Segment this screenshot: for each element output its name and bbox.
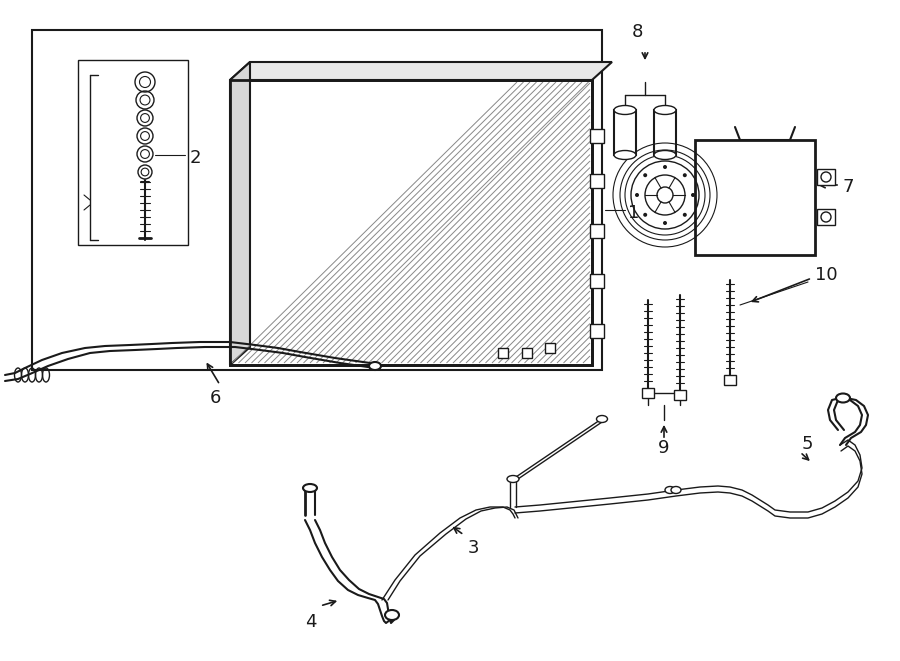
Circle shape [635,193,639,197]
Text: 1: 1 [628,204,639,222]
Ellipse shape [654,151,676,159]
Circle shape [644,173,647,177]
Text: 10: 10 [815,266,838,284]
Bar [78,60,188,245]
Bar [654,110,676,155]
Bar [498,348,508,358]
Bar [642,388,654,398]
Bar [590,224,604,238]
Circle shape [663,165,667,169]
Circle shape [683,213,687,217]
Bar [230,80,592,365]
Bar [695,140,815,255]
Ellipse shape [507,475,519,483]
Bar [590,174,604,188]
Circle shape [691,193,695,197]
Bar [817,209,835,225]
Bar [817,169,835,185]
Text: 4: 4 [305,613,317,631]
Circle shape [644,213,647,217]
Text: 9: 9 [658,439,670,457]
Text: 7: 7 [843,178,854,196]
Ellipse shape [665,486,675,494]
Bar [590,274,604,288]
Ellipse shape [671,486,681,494]
Polygon shape [230,62,250,365]
Ellipse shape [614,106,636,114]
Bar [230,80,592,365]
Ellipse shape [654,106,676,114]
Bar [522,348,532,358]
Circle shape [683,173,687,177]
Ellipse shape [385,610,399,620]
Text: 5: 5 [802,435,814,453]
Circle shape [663,221,667,225]
Polygon shape [230,62,612,80]
Text: 6: 6 [210,389,221,407]
Ellipse shape [369,362,381,370]
Ellipse shape [836,393,850,403]
Bar [32,30,602,370]
Ellipse shape [614,151,636,159]
Bar [674,390,686,400]
Text: 8: 8 [631,23,643,41]
Bar [590,129,604,143]
Ellipse shape [597,416,608,422]
Bar [724,375,736,385]
Bar [614,110,636,155]
Bar [590,324,604,338]
Bar [545,343,555,353]
Text: 2: 2 [190,149,202,167]
Ellipse shape [303,484,317,492]
Text: 3: 3 [468,539,480,557]
